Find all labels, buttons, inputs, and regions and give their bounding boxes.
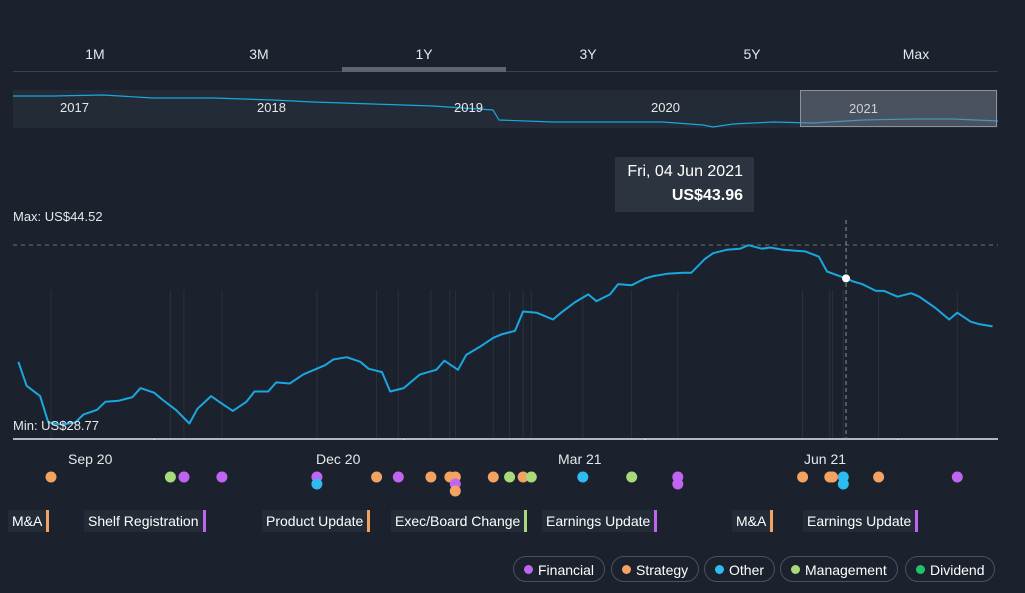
navigator-line (13, 94, 998, 128)
event-label-exec-board-change[interactable]: Exec/Board Change (391, 510, 528, 532)
tab-max[interactable]: Max (902, 46, 930, 62)
event-label-shelf-registration[interactable]: Shelf Registration (84, 510, 206, 532)
event-dot-strategy[interactable] (487, 471, 499, 483)
range-navigator[interactable]: 2017 2018 2019 2020 2021 (13, 90, 998, 128)
tab-1m[interactable]: 1M (85, 46, 105, 62)
legend-financial-dot (524, 565, 533, 574)
event-dot-management[interactable] (504, 471, 516, 483)
price-chart[interactable] (0, 140, 1025, 440)
event-dot-other[interactable] (311, 478, 323, 490)
legend-strategy-dot (622, 565, 631, 574)
event-dot-strategy[interactable] (797, 471, 809, 483)
legend-other[interactable]: Other (704, 556, 776, 582)
legend-financial[interactable]: Financial (513, 556, 606, 582)
tab-3m[interactable]: 3M (249, 46, 269, 62)
event-dot-other[interactable] (837, 478, 849, 490)
tab-1y[interactable]: 1Y (342, 38, 506, 72)
hover-point (842, 274, 851, 283)
event-dot-strategy[interactable] (873, 471, 885, 483)
legend-management-dot (791, 565, 800, 574)
navigator-year-2021: 2021 (849, 101, 878, 116)
x-tick-label-dec20: Dec 20 (316, 451, 361, 467)
navigator-year-2019: 2019 (454, 100, 483, 115)
event-dot-financial[interactable] (392, 471, 404, 483)
event-dot-strategy[interactable] (371, 471, 383, 483)
price-line (17, 244, 993, 426)
event-dot-strategy[interactable] (827, 471, 838, 483)
event-dot-strategy[interactable] (517, 471, 529, 483)
x-tick-label-sep20: Sep 20 (68, 451, 113, 467)
tooltip-value: US$43.96 (671, 187, 743, 204)
legend-other-dot (715, 565, 724, 574)
event-dot-financial[interactable] (216, 471, 228, 483)
max-price-label: Max: US$44.52 (13, 209, 103, 224)
navigator-selection[interactable]: 2021 (800, 90, 997, 127)
legend-management-label: Management (805, 562, 887, 578)
event-dot-management[interactable] (164, 471, 176, 483)
legend-management[interactable]: Management (780, 556, 898, 582)
x-tick-label-jun21: Jun 21 (804, 451, 847, 467)
event-dot-financial[interactable] (672, 478, 684, 490)
legend-dividend-label: Dividend (930, 562, 985, 578)
navigator-year-2020: 2020 (651, 100, 680, 115)
legend-dividend-dot (916, 565, 925, 574)
legend-dividend[interactable]: Dividend (905, 556, 996, 582)
event-label-earnings-update[interactable]: Earnings Update (542, 510, 658, 532)
navigator-year-2017: 2017 (60, 100, 89, 115)
event-dot-strategy[interactable] (425, 471, 437, 483)
legend-financial-label: Financial (538, 562, 595, 578)
price-tooltip: Fri, 04 Jun 2021 US$43.96 (615, 157, 754, 212)
event-markers[interactable] (0, 467, 1025, 507)
legend-other-label: Other (729, 562, 765, 578)
min-price-label: Min: US$28.77 (13, 418, 99, 433)
event-label-ma-2[interactable]: M&A (732, 510, 774, 532)
event-dot-financial[interactable] (951, 471, 963, 483)
range-tabs: 1M 3M 1Y 3Y 5Y Max (13, 38, 998, 72)
event-dot-strategy[interactable] (449, 485, 461, 497)
event-dot-management[interactable] (525, 471, 537, 483)
tab-3y[interactable]: 3Y (579, 46, 597, 62)
event-dot-other[interactable] (577, 471, 589, 483)
tooltip-date: Fri, 04 Jun 2021 (627, 163, 743, 180)
legend-strategy[interactable]: Strategy (611, 556, 700, 582)
event-dot-management[interactable] (626, 471, 638, 483)
event-label-product-update[interactable]: Product Update (262, 510, 371, 532)
event-label-ma[interactable]: M&A (8, 510, 50, 532)
x-tick-label-mar21: Mar 21 (558, 451, 602, 467)
event-lines (50, 290, 958, 439)
event-label-earnings-update-2[interactable]: Earnings Update (803, 510, 919, 532)
tab-5y[interactable]: 5Y (743, 46, 761, 62)
navigator-year-2018: 2018 (257, 100, 286, 115)
legend-strategy-label: Strategy (636, 562, 689, 578)
event-dot-financial[interactable] (178, 471, 190, 483)
event-dot-strategy[interactable] (45, 471, 57, 483)
